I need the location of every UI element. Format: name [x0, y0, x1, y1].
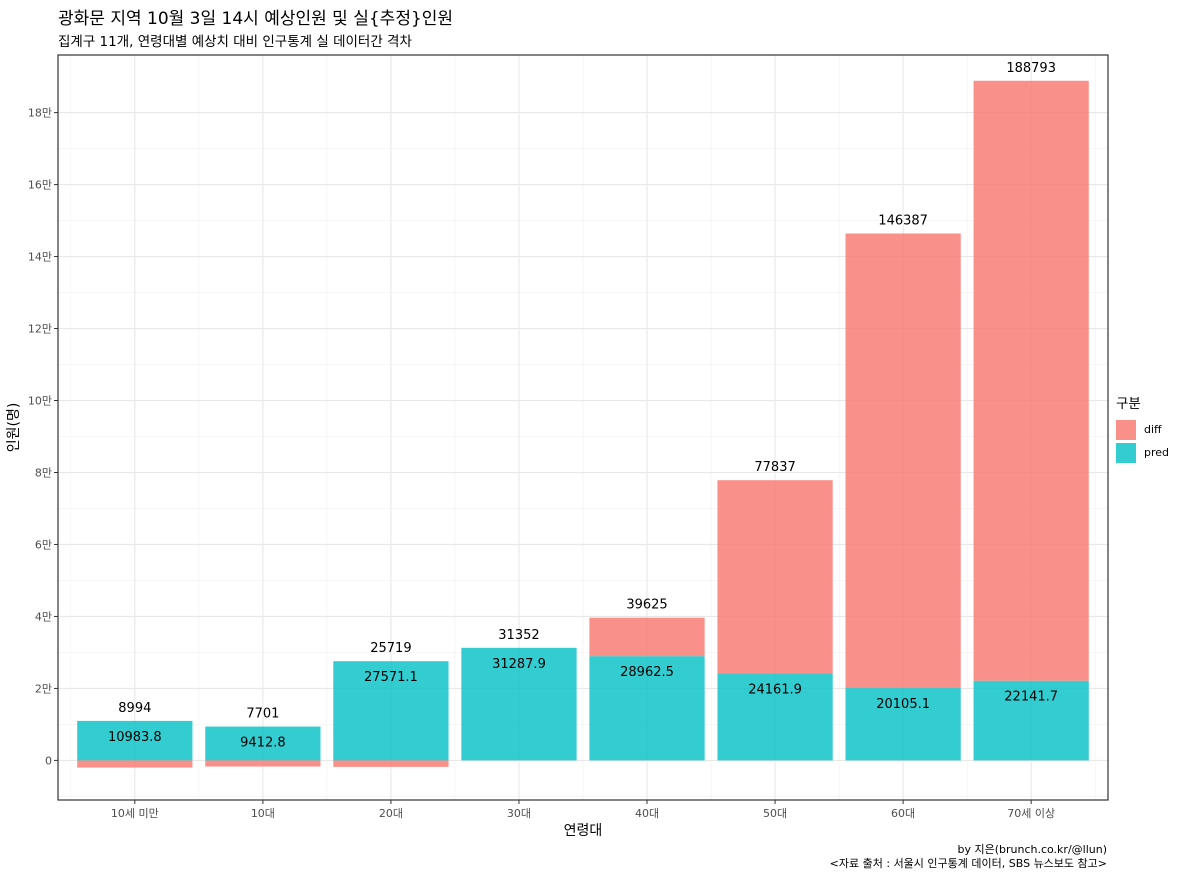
- caption-author: by 지은(brunch.co.kr/@llun): [957, 843, 1107, 856]
- y-axis-title: 인원(명): [6, 403, 22, 453]
- bar-diff: [333, 760, 449, 767]
- panel-border: [57, 54, 1109, 801]
- data-label-total: 31352: [498, 628, 539, 643]
- x-tick-label: 20대: [379, 807, 403, 820]
- x-tick-label: 70세 이상: [1007, 807, 1055, 820]
- chart-subtitle: 집계구 11개, 연령대별 예상치 대비 인구통계 실 데이터간 격차: [58, 34, 412, 50]
- bar-diff: [973, 80, 1089, 681]
- x-tick-label: 60대: [891, 807, 915, 820]
- legend-label-pred: pred: [1144, 446, 1170, 459]
- data-label-total: 146387: [878, 213, 928, 228]
- y-tick-label: 6만: [35, 538, 52, 551]
- bar-pred: [589, 656, 705, 761]
- y-tick-label: 2만: [35, 682, 52, 695]
- bar-pred: [461, 647, 577, 761]
- legend-key-pred: [1116, 442, 1136, 463]
- caption: by 지은(brunch.co.kr/@llun) <자료 출처 : 서울시 인…: [830, 843, 1107, 871]
- data-label-pred: 20105.1: [876, 697, 930, 712]
- bar-pred: [205, 726, 321, 761]
- data-label-pred: 9412.8: [240, 736, 286, 751]
- caption-source: <자료 출처 : 서울시 인구통계 데이터, SBS 뉴스보도 참고>: [829, 857, 1107, 870]
- bar-diff: [205, 760, 321, 767]
- y-tick-label: 10만: [28, 395, 52, 408]
- chart-title: 광화문 지역 10월 3일 14시 예상인원 및 실{추정}인원: [58, 9, 454, 29]
- data-label-total: 39625: [626, 598, 667, 613]
- x-tick-label: 10대: [251, 807, 275, 820]
- y-tick-label: 12만: [28, 323, 52, 336]
- data-label-total: 8994: [118, 701, 151, 716]
- legend: 구분 diff pred: [1116, 392, 1169, 464]
- data-label-pred: 28962.5: [620, 665, 674, 680]
- bar-pred: [333, 661, 449, 761]
- bar-pred: [973, 680, 1089, 761]
- bar-diff: [717, 480, 833, 674]
- y-tick-label: 8만: [35, 466, 52, 479]
- data-label-total: 25719: [370, 641, 411, 656]
- legend-label-diff: diff: [1144, 423, 1162, 436]
- bar-pred: [77, 720, 193, 761]
- data-label-pred: 10983.8: [108, 730, 162, 745]
- y-tick-label: 0: [45, 754, 52, 767]
- bar-diff: [845, 233, 961, 689]
- bar-diff: [77, 760, 193, 768]
- legend-item-pred: pred: [1116, 441, 1169, 464]
- y-tick-label: 18만: [28, 107, 52, 120]
- x-tick-label: 50대: [763, 807, 787, 820]
- bar-pred: [717, 673, 833, 761]
- data-label-pred: 31287.9: [492, 657, 546, 672]
- data-label-pred: 24161.9: [748, 682, 802, 697]
- y-tick-label: 14만: [28, 251, 52, 264]
- y-tick-label: 16만: [28, 179, 52, 192]
- x-tick-label: 30대: [507, 807, 531, 820]
- y-tick-label: 4만: [35, 610, 52, 623]
- data-label-total: 77837: [754, 460, 795, 475]
- legend-title: 구분: [1116, 396, 1141, 412]
- data-label-pred: 27571.1: [364, 670, 418, 685]
- x-axis-title: 연령대: [564, 823, 603, 839]
- legend-item-diff: diff: [1116, 418, 1169, 441]
- x-tick-label: 10세 미만: [111, 807, 159, 820]
- data-label-total: 188793: [1006, 61, 1056, 76]
- data-label-pred: 22141.7: [1004, 690, 1058, 705]
- x-tick-label: 40대: [635, 807, 659, 820]
- bar-diff: [589, 617, 705, 657]
- data-label-total: 7701: [246, 707, 279, 722]
- bar-pred: [845, 688, 961, 761]
- legend-key-diff: [1116, 419, 1136, 440]
